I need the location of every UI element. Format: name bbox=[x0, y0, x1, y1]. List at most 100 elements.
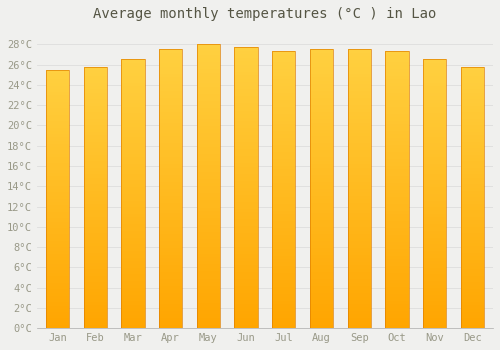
Bar bbox=[460, 175, 484, 178]
Bar bbox=[84, 292, 107, 295]
Bar bbox=[460, 295, 484, 299]
Bar bbox=[423, 123, 446, 127]
Bar bbox=[159, 56, 182, 60]
Bar bbox=[460, 139, 484, 142]
Bar bbox=[46, 260, 69, 264]
Bar bbox=[385, 155, 408, 159]
Bar bbox=[159, 241, 182, 245]
Bar bbox=[84, 273, 107, 276]
Bar bbox=[234, 240, 258, 244]
Bar bbox=[348, 272, 371, 276]
Bar bbox=[196, 268, 220, 271]
Bar bbox=[385, 86, 408, 90]
Bar bbox=[460, 86, 484, 90]
Bar bbox=[460, 96, 484, 99]
Bar bbox=[460, 302, 484, 305]
Bar bbox=[310, 67, 333, 70]
Bar bbox=[272, 294, 295, 297]
Bar bbox=[423, 271, 446, 274]
Bar bbox=[234, 47, 258, 328]
Bar bbox=[423, 103, 446, 106]
Bar bbox=[460, 155, 484, 158]
Bar bbox=[122, 254, 144, 258]
Bar bbox=[46, 118, 69, 121]
Bar bbox=[310, 227, 333, 231]
Bar bbox=[234, 114, 258, 118]
Bar bbox=[84, 233, 107, 237]
Bar bbox=[46, 196, 69, 199]
Bar bbox=[122, 93, 144, 97]
Bar bbox=[46, 108, 69, 112]
Bar bbox=[385, 301, 408, 304]
Bar bbox=[159, 122, 182, 126]
Bar bbox=[460, 148, 484, 152]
Bar bbox=[460, 135, 484, 139]
Bar bbox=[423, 97, 446, 100]
Bar bbox=[423, 318, 446, 322]
Bar bbox=[159, 63, 182, 67]
Bar bbox=[84, 158, 107, 161]
Bar bbox=[423, 167, 446, 170]
Bar bbox=[46, 134, 69, 138]
Bar bbox=[122, 204, 144, 207]
Bar bbox=[196, 279, 220, 282]
Bar bbox=[46, 302, 69, 306]
Bar bbox=[159, 150, 182, 154]
Bar bbox=[46, 325, 69, 328]
Bar bbox=[122, 140, 144, 143]
Bar bbox=[348, 199, 371, 203]
Bar bbox=[348, 140, 371, 143]
Bar bbox=[234, 170, 258, 174]
Bar bbox=[159, 245, 182, 248]
Bar bbox=[460, 66, 484, 70]
Bar bbox=[84, 80, 107, 83]
Bar bbox=[122, 234, 144, 238]
Bar bbox=[310, 185, 333, 189]
Bar bbox=[348, 49, 371, 53]
Bar bbox=[196, 300, 220, 303]
Bar bbox=[310, 293, 333, 297]
Bar bbox=[348, 144, 371, 147]
Bar bbox=[272, 148, 295, 152]
Bar bbox=[310, 122, 333, 126]
Bar bbox=[272, 242, 295, 245]
Bar bbox=[423, 110, 446, 113]
Bar bbox=[385, 51, 408, 55]
Bar bbox=[272, 127, 295, 131]
Bar bbox=[460, 217, 484, 220]
Bar bbox=[310, 192, 333, 196]
Bar bbox=[460, 93, 484, 96]
Bar bbox=[196, 307, 220, 310]
Bar bbox=[46, 154, 69, 157]
Bar bbox=[310, 161, 333, 164]
Bar bbox=[423, 221, 446, 224]
Bar bbox=[385, 207, 408, 211]
Bar bbox=[196, 158, 220, 161]
Bar bbox=[234, 79, 258, 82]
Bar bbox=[159, 84, 182, 88]
Bar bbox=[272, 93, 295, 96]
Bar bbox=[310, 119, 333, 122]
Bar bbox=[272, 166, 295, 169]
Bar bbox=[272, 252, 295, 256]
Bar bbox=[423, 180, 446, 184]
Bar bbox=[460, 119, 484, 122]
Bar bbox=[272, 297, 295, 301]
Bar bbox=[272, 238, 295, 242]
Bar bbox=[348, 220, 371, 224]
Bar bbox=[196, 48, 220, 51]
Bar bbox=[159, 283, 182, 286]
Bar bbox=[196, 80, 220, 83]
Bar bbox=[122, 117, 144, 120]
Bar bbox=[159, 265, 182, 269]
Bar bbox=[348, 185, 371, 189]
Bar bbox=[196, 317, 220, 321]
Bar bbox=[460, 246, 484, 250]
Bar bbox=[460, 103, 484, 106]
Bar bbox=[460, 286, 484, 289]
Bar bbox=[234, 318, 258, 321]
Bar bbox=[310, 53, 333, 56]
Bar bbox=[310, 272, 333, 276]
Bar bbox=[84, 250, 107, 253]
Bar bbox=[196, 275, 220, 279]
